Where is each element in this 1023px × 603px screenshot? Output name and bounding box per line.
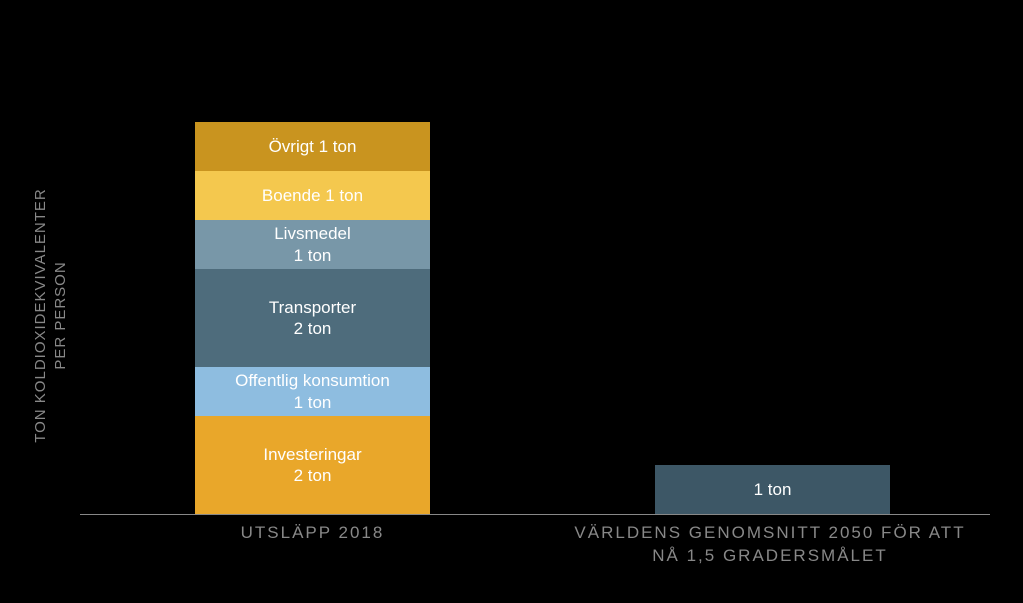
- x-label-varldens-genomsnitt-2050: VÄRLDENS GENOMSNITT 2050 FÖR ATTNÅ 1,5 G…: [520, 522, 1020, 568]
- segment-utslapp-2018-1: Offentlig konsumtion1 ton: [195, 367, 430, 416]
- segment-utslapp-2018-0: Investeringar2 ton: [195, 416, 430, 514]
- segment-utslapp-2018-2: Transporter2 ton: [195, 269, 430, 367]
- segment-utslapp-2018-4: Boende 1 ton: [195, 171, 430, 220]
- segment-utslapp-2018-3: Livsmedel1 ton: [195, 220, 430, 269]
- y-axis-label: TON KOLDIOXIDEKVIVALENTERPER PERSON: [30, 115, 70, 515]
- x-label-utslapp-2018: UTSLÄPP 2018: [195, 522, 430, 545]
- segment-utslapp-2018-5: Övrigt 1 ton: [195, 122, 430, 171]
- x-axis-labels: UTSLÄPP 2018VÄRLDENS GENOMSNITT 2050 FÖR…: [80, 522, 990, 582]
- chart-area: Investeringar2 tonOffentlig konsumtion1 …: [80, 115, 990, 515]
- bar-utslapp-2018: Investeringar2 tonOffentlig konsumtion1 …: [195, 122, 430, 514]
- y-axis-label-text: TON KOLDIOXIDEKVIVALENTERPER PERSON: [31, 188, 70, 443]
- x-axis-baseline: [80, 514, 990, 515]
- segment-varldens-genomsnitt-2050-0: 1 ton: [655, 465, 890, 514]
- bar-varldens-genomsnitt-2050: 1 ton: [655, 465, 890, 514]
